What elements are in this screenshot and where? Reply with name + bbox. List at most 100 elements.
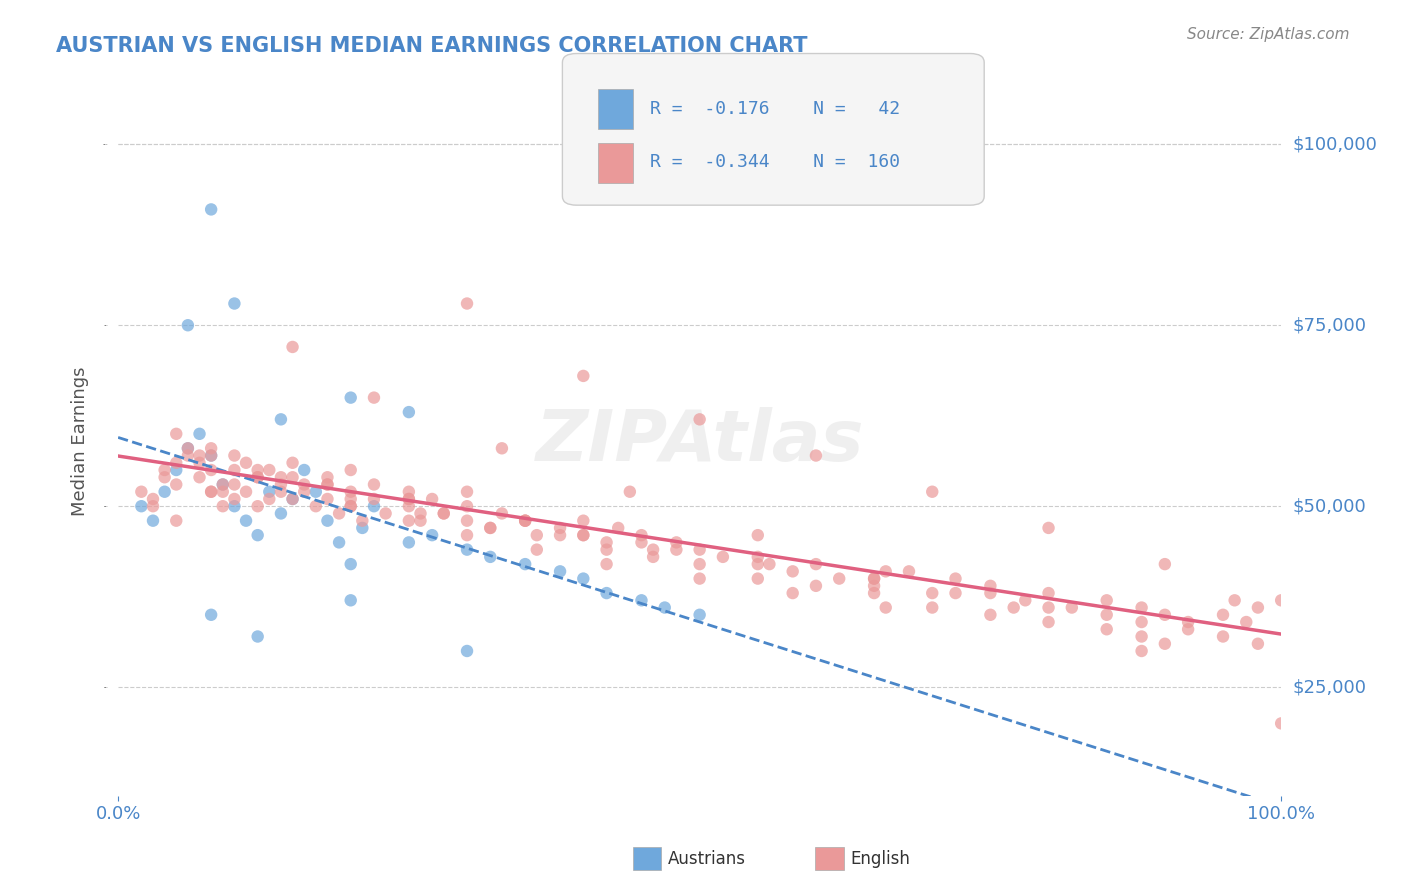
Point bbox=[479, 521, 502, 535]
Point bbox=[572, 368, 595, 383]
Point bbox=[572, 514, 595, 528]
Point bbox=[246, 630, 269, 644]
Point bbox=[747, 557, 769, 571]
Point bbox=[548, 521, 571, 535]
Point bbox=[224, 491, 246, 506]
Text: $50,000: $50,000 bbox=[1292, 497, 1367, 516]
Point bbox=[1177, 615, 1199, 629]
Point bbox=[945, 572, 967, 586]
Point bbox=[177, 442, 200, 456]
Point bbox=[921, 484, 943, 499]
Point bbox=[689, 412, 711, 426]
Point bbox=[281, 491, 304, 506]
Point bbox=[491, 507, 513, 521]
Point bbox=[316, 470, 339, 484]
Point bbox=[1002, 600, 1025, 615]
Text: Austrians: Austrians bbox=[668, 850, 745, 868]
Point bbox=[316, 477, 339, 491]
Point bbox=[689, 542, 711, 557]
Point bbox=[921, 600, 943, 615]
Point bbox=[420, 491, 443, 506]
Point bbox=[875, 565, 897, 579]
Point bbox=[142, 499, 165, 513]
Point bbox=[339, 484, 361, 499]
Point bbox=[1060, 600, 1083, 615]
Point bbox=[165, 456, 187, 470]
Point bbox=[270, 412, 292, 426]
Point bbox=[292, 463, 315, 477]
Point bbox=[643, 549, 665, 564]
Point bbox=[804, 557, 827, 571]
Point bbox=[630, 528, 652, 542]
Point bbox=[595, 557, 617, 571]
Point bbox=[1130, 630, 1153, 644]
Point bbox=[235, 514, 257, 528]
Point bbox=[1038, 600, 1060, 615]
Point bbox=[200, 484, 222, 499]
Point bbox=[131, 484, 153, 499]
Point bbox=[630, 535, 652, 549]
Point bbox=[875, 600, 897, 615]
Point bbox=[1177, 622, 1199, 636]
Point bbox=[398, 514, 420, 528]
Point bbox=[572, 528, 595, 542]
Point bbox=[200, 607, 222, 622]
Point bbox=[352, 514, 374, 528]
Point bbox=[200, 442, 222, 456]
Point bbox=[595, 586, 617, 600]
Point bbox=[979, 579, 1001, 593]
Point bbox=[200, 449, 222, 463]
Point bbox=[374, 507, 396, 521]
Point bbox=[165, 426, 187, 441]
Point bbox=[711, 549, 734, 564]
Point bbox=[619, 484, 641, 499]
Point bbox=[339, 593, 361, 607]
Point bbox=[515, 514, 537, 528]
Point bbox=[281, 470, 304, 484]
Point bbox=[526, 542, 548, 557]
Point bbox=[153, 484, 176, 499]
Point bbox=[433, 507, 456, 521]
Point bbox=[165, 477, 187, 491]
Point bbox=[339, 499, 361, 513]
Text: ZIPAtlas: ZIPAtlas bbox=[536, 407, 863, 475]
Text: Source: ZipAtlas.com: Source: ZipAtlas.com bbox=[1187, 27, 1350, 42]
Point bbox=[398, 535, 420, 549]
Point bbox=[398, 484, 420, 499]
Point bbox=[200, 449, 222, 463]
Point bbox=[177, 442, 200, 456]
Point bbox=[188, 449, 211, 463]
Point bbox=[595, 535, 617, 549]
Point bbox=[1095, 607, 1118, 622]
Point bbox=[1247, 600, 1270, 615]
Point bbox=[1014, 593, 1036, 607]
Point bbox=[352, 521, 374, 535]
Point bbox=[979, 586, 1001, 600]
Point bbox=[548, 565, 571, 579]
Text: $25,000: $25,000 bbox=[1292, 678, 1367, 696]
Point bbox=[200, 484, 222, 499]
Point bbox=[828, 572, 851, 586]
Point bbox=[270, 484, 292, 499]
Point bbox=[339, 391, 361, 405]
Point bbox=[246, 499, 269, 513]
Point bbox=[747, 528, 769, 542]
Point bbox=[165, 463, 187, 477]
Point bbox=[1212, 607, 1234, 622]
Point bbox=[246, 463, 269, 477]
Point bbox=[420, 528, 443, 542]
Point bbox=[188, 426, 211, 441]
Point bbox=[979, 607, 1001, 622]
Point bbox=[224, 477, 246, 491]
Point bbox=[689, 557, 711, 571]
Point bbox=[1130, 644, 1153, 658]
Point bbox=[165, 514, 187, 528]
Point bbox=[747, 572, 769, 586]
Point bbox=[665, 542, 688, 557]
Point bbox=[363, 499, 385, 513]
Point bbox=[259, 463, 281, 477]
Point bbox=[595, 542, 617, 557]
Point bbox=[515, 557, 537, 571]
Text: English: English bbox=[851, 850, 911, 868]
Point bbox=[224, 463, 246, 477]
